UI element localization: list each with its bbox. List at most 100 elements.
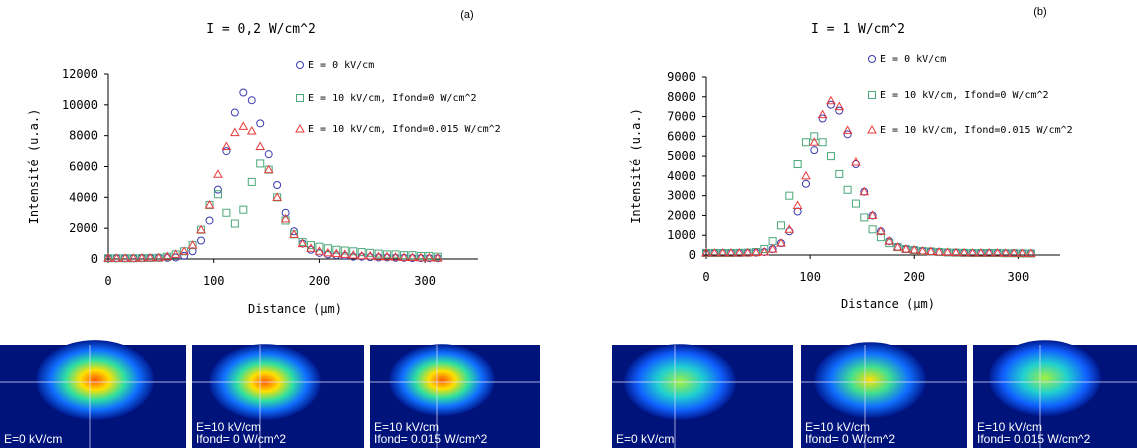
marker-triangle: [187, 240, 198, 249]
marker-triangle: [213, 169, 223, 178]
x-tick-label: 300: [1008, 270, 1030, 284]
marker-circle: [826, 100, 835, 109]
marker-square: [801, 138, 810, 147]
marker-square: [374, 249, 383, 258]
marker-triangle: [136, 253, 147, 262]
beam-spot: [814, 342, 926, 418]
marker-circle: [810, 146, 819, 155]
marker-triangle: [306, 243, 316, 252]
marker-triangle: [792, 200, 803, 210]
marker-circle: [340, 251, 349, 260]
marker-triangle: [992, 248, 1003, 257]
marker-circle: [793, 207, 802, 216]
beam-spot: [36, 340, 154, 420]
marker-triangle: [272, 192, 283, 201]
marker-triangle: [909, 245, 920, 254]
beam-spot: [389, 344, 495, 416]
marker-triangle: [196, 224, 206, 234]
y-axis-label: Intensité (u.a.): [27, 109, 41, 225]
marker-triangle: [767, 244, 778, 253]
marker-triangle: [365, 250, 376, 260]
image-label: Ifond= 0 W/cm^2: [805, 432, 895, 446]
marker-square: [315, 242, 324, 251]
y-tick-label: 7000: [667, 110, 696, 124]
marker-circle: [306, 245, 315, 254]
marker-triangle: [399, 252, 409, 261]
marker-triangle: [280, 213, 291, 223]
image-label: Ifond= 0.015 W/cm^2: [374, 432, 488, 446]
legend-marker: [868, 55, 876, 63]
marker-circle: [273, 181, 282, 189]
legend-label: E = 10 kV/cm, Ifond=0.015 W/cm^2: [308, 124, 501, 135]
marker-circle: [239, 88, 248, 97]
marker-circle: [357, 252, 366, 261]
x-tick-label: 100: [203, 274, 225, 288]
legend-label: E = 10 kV/cm, Ifond=0 W/cm^2: [308, 93, 477, 104]
marker-triangle: [1017, 248, 1028, 257]
marker-triangle: [1000, 248, 1011, 257]
marker-triangle: [229, 127, 240, 137]
marker-triangle: [1025, 248, 1036, 257]
x-tick-label: 0: [702, 270, 709, 284]
marker-triangle: [128, 253, 139, 262]
marker-triangle: [934, 247, 945, 256]
marker-triangle: [390, 252, 401, 261]
marker-square: [222, 208, 231, 217]
marker-square: [843, 185, 852, 194]
marker-square: [810, 132, 819, 141]
legend-marker: [296, 94, 304, 102]
marker-square: [357, 248, 366, 257]
marker-square: [230, 219, 239, 228]
marker-triangle: [976, 248, 986, 257]
marker-triangle: [826, 95, 836, 105]
y-tick-label: 4000: [69, 190, 98, 204]
marker-triangle: [314, 246, 325, 255]
legend-marker: [867, 124, 877, 134]
marker-square: [776, 221, 785, 230]
x-tick-label: 200: [309, 274, 331, 288]
panel-label: (a): [460, 9, 473, 21]
chart-title: I = 1 W/cm^2: [811, 22, 905, 37]
marker-square: [213, 190, 222, 199]
marker-square: [383, 250, 392, 259]
marker-square: [247, 177, 256, 186]
marker-triangle: [717, 248, 728, 257]
marker-circle: [818, 114, 827, 123]
marker-square: [768, 237, 777, 246]
image-label: E=10 kV/cm: [805, 420, 870, 434]
marker-triangle: [238, 121, 249, 130]
marker-triangle: [884, 236, 895, 245]
marker-triangle: [170, 249, 181, 258]
marker-square: [239, 205, 248, 214]
y-tick-label: 0: [689, 248, 696, 262]
marker-triangle: [759, 247, 770, 256]
beam-spot: [989, 340, 1101, 416]
y-tick-label: 2000: [667, 208, 696, 222]
marker-square: [785, 191, 794, 200]
marker-square: [760, 245, 769, 254]
marker-square: [298, 238, 307, 247]
marker-square: [860, 213, 869, 222]
y-tick-label: 1000: [667, 228, 696, 242]
marker-square: [408, 251, 417, 260]
marker-triangle: [297, 238, 308, 248]
marker-triangle: [416, 252, 426, 262]
marker-square: [868, 225, 877, 234]
marker-circle: [256, 119, 265, 128]
y-tick-label: 0: [91, 252, 98, 266]
y-tick-label: 2000: [69, 221, 98, 235]
image-label: E=10 kV/cm: [977, 420, 1042, 434]
marker-triangle: [859, 186, 870, 196]
marker-circle: [180, 251, 189, 260]
y-tick-label: 8000: [69, 129, 98, 143]
marker-triangle: [103, 253, 113, 262]
marker-triangle: [432, 253, 443, 262]
legend-label: E = 10 kV/cm, Ifond=0.015 W/cm^2: [880, 125, 1073, 136]
marker-triangle: [120, 253, 130, 262]
marker-square: [851, 199, 860, 208]
y-tick-label: 3000: [667, 189, 696, 203]
marker-triangle: [323, 247, 333, 257]
panel-label: (b): [1033, 6, 1046, 18]
marker-circle: [835, 106, 844, 115]
